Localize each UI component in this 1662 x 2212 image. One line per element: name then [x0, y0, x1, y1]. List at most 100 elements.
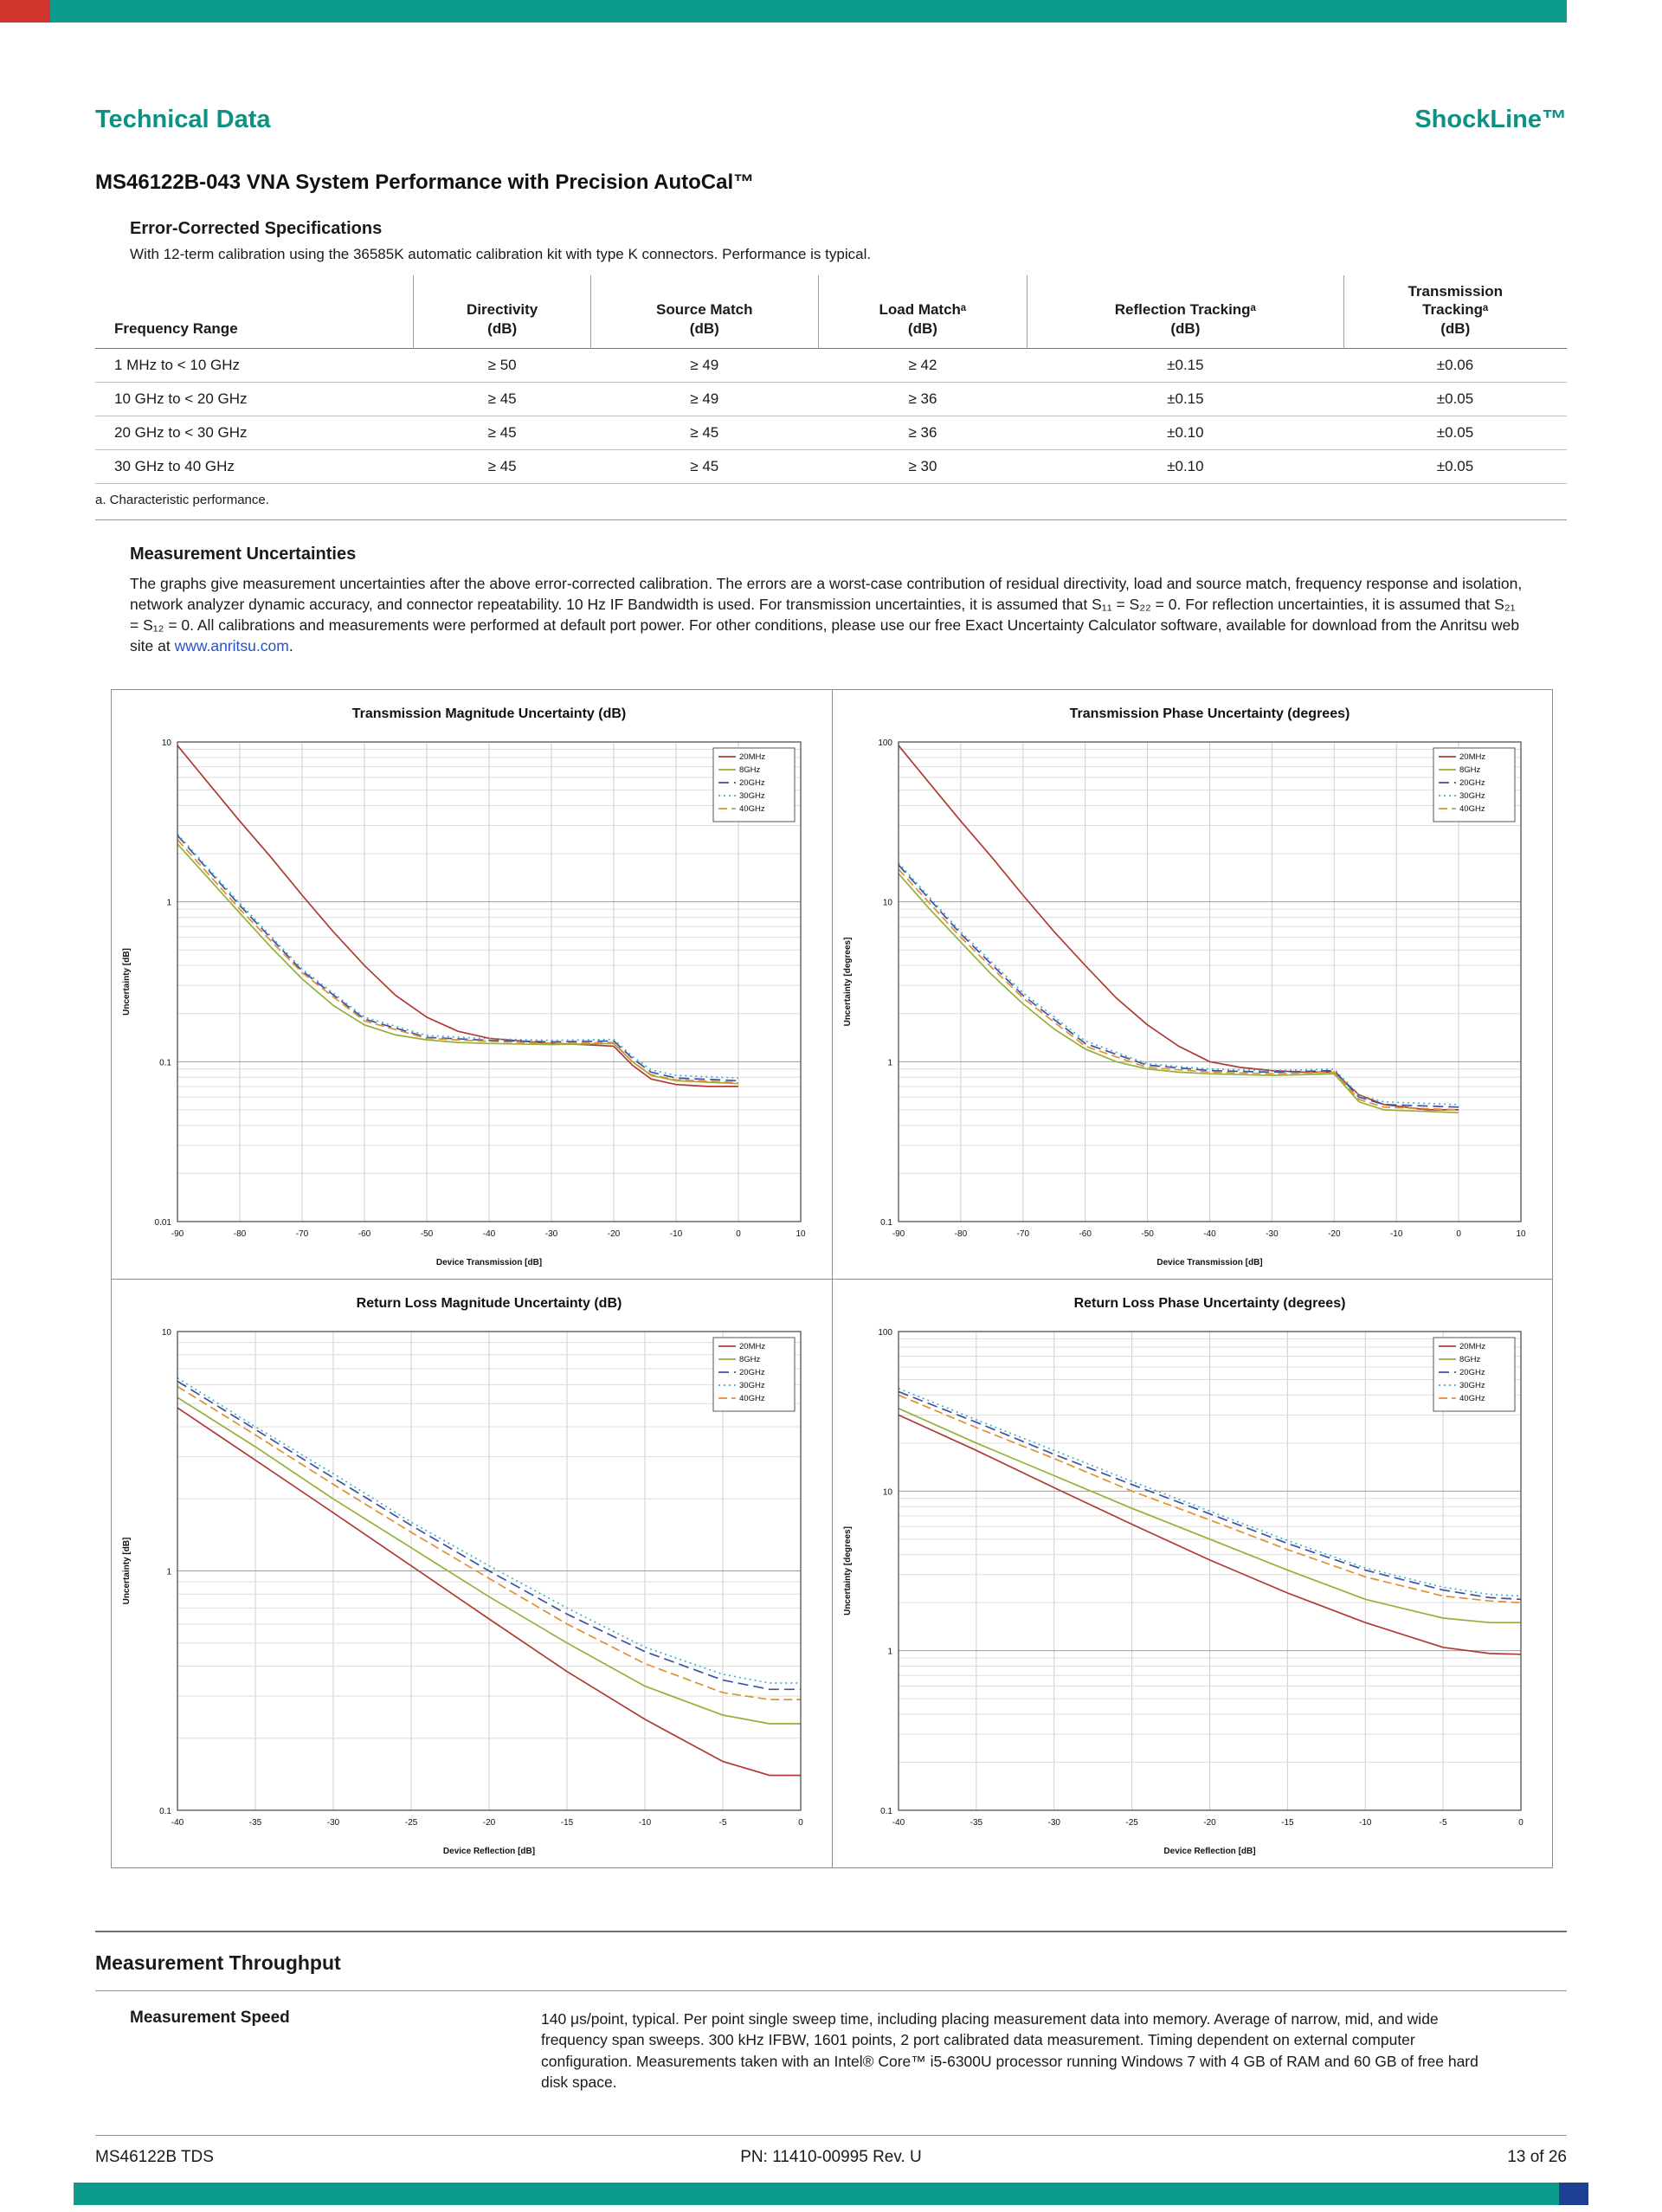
svg-text:40GHz: 40GHz: [739, 804, 765, 814]
footer-doc-id: MS46122B TDS: [95, 2148, 214, 2166]
page-footer: MS46122B TDS PN: 11410-00995 Rev. U 13 o…: [95, 2135, 1567, 2167]
column-header: Frequency Range: [114, 319, 238, 337]
table-cell: ≥ 45: [413, 449, 591, 484]
svg-text:-60: -60: [1079, 1229, 1092, 1239]
svg-text:-5: -5: [1440, 1818, 1447, 1828]
bottom-accent-bar-blue-segment: [1559, 2183, 1588, 2205]
table-row: 30 GHz to 40 GHz ≥ 45 ≥ 45 ≥ 30 ±0.10 ±0.05: [95, 449, 1567, 484]
svg-text:20MHz: 20MHz: [739, 1342, 765, 1351]
top-accent-bar: [0, 0, 1567, 23]
section-divider: [95, 519, 1567, 520]
svg-text:-35: -35: [249, 1818, 262, 1828]
svg-text:10: 10: [162, 738, 172, 748]
svg-text:100: 100: [878, 738, 892, 748]
svg-text:-20: -20: [1328, 1229, 1341, 1239]
svg-text:-30: -30: [1048, 1818, 1061, 1828]
svg-text:-5: -5: [719, 1818, 727, 1828]
anritsu-website-link[interactable]: www.anritsu.com: [174, 637, 289, 655]
svg-text:Uncertainty [dB]: Uncertainty [dB]: [122, 1538, 132, 1605]
svg-text:20GHz: 20GHz: [1459, 778, 1485, 788]
column-header: Reflection Trackingᵃ (dB): [1027, 275, 1344, 349]
svg-text:8GHz: 8GHz: [1459, 1355, 1481, 1364]
table-row: 10 GHz to < 20 GHz ≥ 45 ≥ 49 ≥ 36 ±0.15 ±0.05: [95, 382, 1567, 416]
table-cell: ±0.06: [1343, 348, 1567, 383]
svg-text:20GHz: 20GHz: [739, 1368, 765, 1377]
table-cell: ≥ 50: [413, 348, 591, 383]
footer-divider: [95, 2135, 1567, 2136]
svg-text:-20: -20: [608, 1229, 621, 1239]
svg-text:Device Transmission [dB]: Device Transmission [dB]: [1156, 1258, 1262, 1267]
svg-text:1: 1: [887, 1059, 892, 1068]
brand-label: ShockLine™: [1414, 106, 1567, 133]
svg-text:40GHz: 40GHz: [739, 1394, 765, 1403]
svg-text:30GHz: 30GHz: [739, 1381, 765, 1390]
spec-table: Frequency Range Directivity (dB) Source Mat…: [95, 275, 1567, 484]
svg-text:Return Loss Phase Uncertainty: Return Loss Phase Uncertainty (degrees): [1074, 1296, 1346, 1311]
svg-text:-40: -40: [483, 1229, 496, 1239]
svg-text:-35: -35: [970, 1818, 983, 1828]
svg-text:-25: -25: [405, 1818, 418, 1828]
svg-text:10: 10: [883, 1488, 893, 1498]
svg-text:Transmission Phase Uncertainty: Transmission Phase Uncertainty (degrees): [1070, 706, 1350, 721]
svg-text:1: 1: [166, 1568, 171, 1577]
svg-text:-20: -20: [483, 1818, 496, 1828]
svg-text:-90: -90: [171, 1229, 184, 1239]
svg-text:-30: -30: [1266, 1229, 1279, 1239]
svg-text:20GHz: 20GHz: [739, 778, 765, 788]
table-cell: ≥ 45: [590, 416, 819, 450]
section-heading-measurement-uncertainties: Measurement Uncertainties: [130, 544, 357, 564]
svg-text:0.1: 0.1: [880, 1218, 892, 1228]
svg-text:-25: -25: [1125, 1818, 1138, 1828]
svg-text:20MHz: 20MHz: [739, 752, 765, 762]
svg-text:Return Loss Magnitude Uncertai: Return Loss Magnitude Uncertainty (dB): [357, 1296, 622, 1311]
measurement-speed-row: Measurement Speed 140 μs/point, typical.…: [95, 2009, 1567, 2093]
page-title: MS46122B-043 VNA System Performance with…: [95, 171, 755, 194]
table-cell: ≥ 49: [590, 382, 819, 416]
measurement-speed-label: Measurement Speed: [130, 2009, 290, 2028]
svg-text:-20: -20: [1203, 1818, 1216, 1828]
table-row: 20 GHz to < 30 GHz ≥ 45 ≥ 45 ≥ 36 ±0.10 ±0.05: [95, 416, 1567, 450]
document-type-label: Technical Data: [95, 106, 271, 133]
svg-text:20GHz: 20GHz: [1459, 1368, 1485, 1377]
svg-text:8GHz: 8GHz: [739, 765, 761, 775]
specs-intro-text: With 12-term calibration using the 36585…: [130, 246, 872, 262]
svg-text:-80: -80: [234, 1229, 247, 1239]
measurement-speed-description: 140 μs/point, typical. Per point single …: [541, 2010, 1478, 2091]
uncertainties-text: The graphs give measurement uncertaintie…: [130, 574, 1523, 655]
svg-text:-10: -10: [1359, 1818, 1372, 1828]
svg-text:0: 0: [1518, 1818, 1524, 1828]
svg-text:-10: -10: [670, 1229, 683, 1239]
column-header: Directivity (dB): [413, 275, 591, 349]
table-cell: ≥ 42: [818, 348, 1027, 383]
svg-text:-40: -40: [892, 1818, 905, 1828]
table-cell: ±0.05: [1343, 449, 1567, 484]
spec-table-body: 1 MHz to < 10 GHz ≥ 50 ≥ 49 ≥ 42 ±0.15 ±0.06 1…: [95, 348, 1567, 484]
svg-text:Device Reflection [dB]: Device Reflection [dB]: [1163, 1847, 1255, 1856]
svg-text:0: 0: [736, 1229, 741, 1239]
chart-transmission-phase-uncertainty: -90 -80 -70 -60 -50 -40 -30 -20 -10 0 10 0.1 1 10 100 2…: [832, 690, 1552, 1280]
column-header: Load Matchᵃ (dB): [817, 275, 1027, 349]
svg-text:10: 10: [1516, 1229, 1526, 1239]
uncertainties-paragraph: The graphs give measurement uncertaintie…: [130, 573, 1528, 657]
svg-text:40GHz: 40GHz: [1459, 1394, 1485, 1403]
svg-text:0: 0: [798, 1818, 803, 1828]
svg-text:8GHz: 8GHz: [1459, 765, 1481, 775]
page-header: Technical Data ShockLine™: [95, 106, 1567, 134]
table-cell: 10 GHz to < 20 GHz: [95, 382, 414, 416]
column-header: Transmission Trackingᵃ (dB): [1343, 275, 1567, 349]
svg-text:30GHz: 30GHz: [1459, 791, 1485, 801]
table-cell: ≥ 49: [590, 348, 819, 383]
table-cell: 20 GHz to < 30 GHz: [95, 416, 414, 450]
svg-text:0: 0: [1456, 1229, 1461, 1239]
svg-text:8GHz: 8GHz: [739, 1355, 761, 1364]
svg-text:-70: -70: [296, 1229, 309, 1239]
table-cell: ≥ 30: [818, 449, 1027, 484]
svg-text:0.1: 0.1: [159, 1059, 171, 1068]
chart-return-loss-magnitude-uncertainty: -40 -35 -30 -25 -20 -15 -10 -5 0 0.1 1 10 20MHz 8GHz 2…: [112, 1279, 832, 1867]
svg-text:-30: -30: [327, 1818, 340, 1828]
svg-text:Device Reflection [dB]: Device Reflection [dB]: [443, 1847, 535, 1856]
svg-text:1: 1: [887, 1648, 892, 1657]
table-cell: ≥ 36: [818, 382, 1027, 416]
column-header: Source Match (dB): [589, 275, 819, 349]
svg-text:-80: -80: [955, 1229, 968, 1239]
